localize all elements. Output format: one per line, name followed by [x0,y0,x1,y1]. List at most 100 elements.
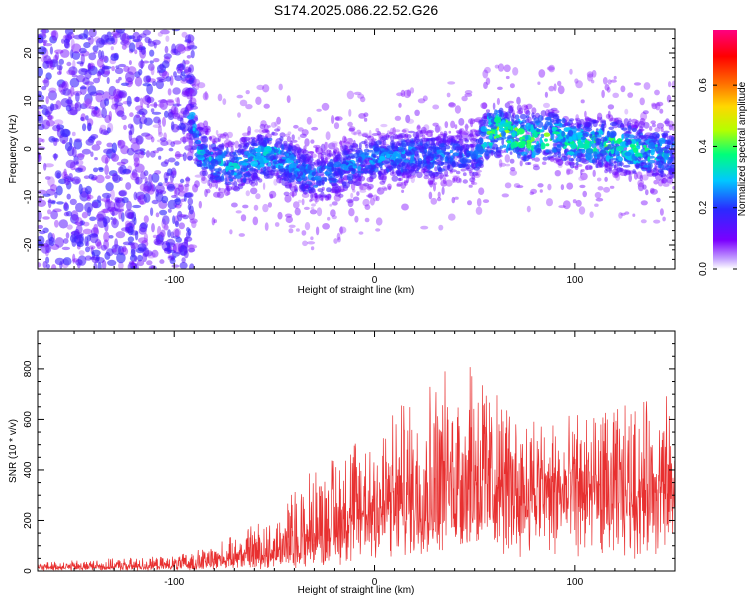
spectrogram-cell [313,195,320,203]
spectrogram-cell [174,187,181,196]
spectrogram-cell [322,223,330,230]
spectrogram-cell [631,140,636,145]
spectrogram-cell [56,71,62,76]
colorbar: 0.00.20.40.6 Normalized spectral amplitu… [698,30,748,276]
spectrogram-cell [115,29,126,34]
spectrogram-cell [483,81,488,89]
spectrogram-cell [612,171,620,179]
spectrogram-cell [575,114,579,121]
spectrogram-cell [114,196,120,203]
spectrogram-cell [331,165,335,172]
spectrogram-cell [103,148,113,154]
spectrogram-cell [139,200,145,205]
spectrogram-cell [346,137,353,145]
spectrogram-cell [172,103,182,107]
spectrogram-cell [128,60,132,66]
spectrogram-cell [328,177,337,181]
spectrogram-cell [366,185,372,191]
spectrogram-cell [112,248,117,253]
spectrogram-cell [343,144,347,152]
spectrogram-cell [267,125,271,128]
spectrogram-cell [342,135,347,144]
spectrogram-cell [379,180,386,185]
spectrogram-cell [182,59,186,71]
spectrogram-cell [185,87,193,97]
spectrogram-cell [670,136,674,142]
spectrogram-cell [471,174,476,180]
spectrogram-cell [446,92,451,98]
spectrogram-cell [134,76,143,87]
spectrogram-cell [67,109,78,116]
spectrogram-cell [309,209,318,215]
spectrogram-cell [367,183,374,190]
spectrogram-cell [186,46,192,51]
spectrogram-cell [592,169,596,177]
spectrogram-cell [262,84,270,93]
spectrogram-cell [569,125,577,129]
spectrogram-cell [564,161,570,166]
spectrogram-cell [505,163,511,167]
spectrogram-cell [167,208,172,213]
spectrogram-cell [334,154,343,161]
spectrogram-cell [162,60,170,69]
spectrogram-cell [80,220,85,226]
spectrogram-cell [67,96,72,108]
spectrogram-cell [250,160,258,167]
spectrogram-cell [199,150,206,155]
spectrogram-cell [613,171,619,178]
spectrogram-cell [339,172,343,178]
spectrogram-cell [155,184,165,194]
spectrogram-cell [338,226,347,234]
spectrogram-cell [137,237,148,244]
spectrogram-cell [108,235,114,239]
spectrogram-cell [579,184,586,189]
spectrogram-cell [556,133,561,137]
spectrogram-cell [610,79,617,83]
spectrogram-cell [468,170,472,174]
spectrogram-cell [111,142,118,154]
spectrogram-cell [185,192,194,199]
spectrogram-cell [121,197,129,204]
spectrogram-cell [82,228,93,235]
spectrogram-cell [200,176,208,184]
spectrogram-cell [158,78,167,83]
spectrogram-cell [352,189,356,193]
spectrogram-cell [105,156,109,165]
spectrogram-cell [293,201,300,209]
spectrogram-cell [184,183,190,187]
spectrogram-cell [403,159,410,163]
spectrogram-cell [143,75,151,84]
spectrogram-cell [636,138,641,143]
spectrogram-cell [75,153,86,158]
spectrogram-cell [79,103,88,110]
spectrogram-cell [252,216,259,226]
spectrogram-cell [542,156,548,161]
spectrogram-cell [95,92,103,103]
spectrogram-cell [346,198,354,204]
spectrogram-cell [592,151,598,158]
spectrogram-cell [484,150,490,157]
spectrogram-cell [170,256,175,261]
spectrogram-cell [133,162,140,168]
spectrogram-cell [442,177,447,185]
spectrogram-cell [158,155,162,160]
spectrogram-cell [144,176,148,184]
spectrogram-cell [415,141,419,145]
spectrogram-cell [628,174,632,183]
spectrogram-cell [369,197,375,206]
spectrogram-cell [634,120,640,127]
spectrogram-cell [452,177,456,183]
spectrogram-cell [634,121,640,129]
spectrogram-cell [544,91,549,98]
spectrogram-cell [90,151,94,157]
spectrogram-cell [183,74,192,78]
spectrogram-cell [509,151,513,155]
spectrogram-cell [667,120,674,128]
spectrogram-cell [333,169,337,176]
spectrogram-cell [607,104,615,110]
spectrogram-cell [353,152,360,159]
spectrogram-cell [358,177,362,182]
spectrogram-cell [205,166,209,170]
spectrogram-cell [320,165,326,172]
spectrogram-cell [316,108,322,112]
